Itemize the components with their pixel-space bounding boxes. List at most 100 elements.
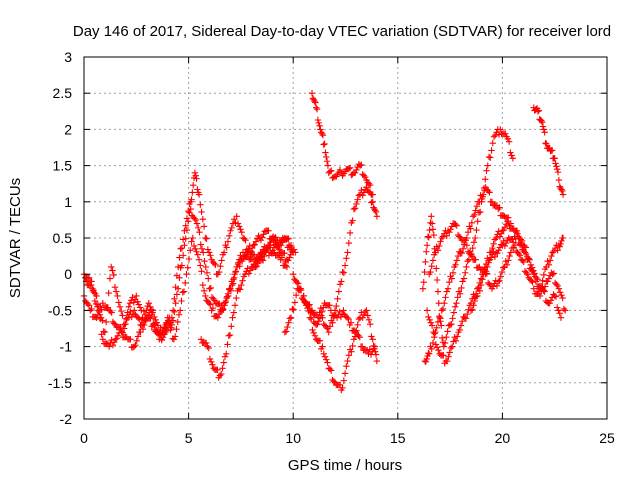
data-point bbox=[330, 378, 337, 385]
data-point bbox=[538, 283, 545, 290]
data-point bbox=[283, 263, 291, 271]
data-point bbox=[148, 306, 155, 313]
data-point bbox=[351, 205, 359, 212]
data-point bbox=[505, 220, 512, 227]
data-point bbox=[197, 201, 204, 208]
data-point bbox=[211, 297, 218, 304]
data-point bbox=[538, 117, 545, 124]
data-point bbox=[427, 319, 435, 326]
data-point bbox=[441, 299, 448, 307]
data-point bbox=[109, 341, 117, 349]
data-point bbox=[438, 334, 446, 342]
data-point bbox=[99, 336, 107, 343]
data-point bbox=[118, 307, 125, 315]
data-point bbox=[300, 296, 307, 303]
data-point bbox=[355, 332, 362, 339]
data-point bbox=[516, 252, 524, 259]
data-point bbox=[452, 261, 459, 268]
data-point bbox=[496, 277, 503, 284]
data-point bbox=[343, 255, 350, 262]
data-point bbox=[151, 313, 158, 321]
data-point bbox=[249, 263, 256, 271]
data-point bbox=[202, 263, 209, 271]
data-point bbox=[462, 236, 469, 244]
data-point bbox=[350, 205, 358, 213]
data-point bbox=[545, 275, 553, 282]
data-point bbox=[508, 244, 516, 252]
x-tick-label: 0 bbox=[80, 430, 88, 446]
data-point bbox=[198, 245, 206, 253]
data-point bbox=[295, 280, 302, 287]
data-point bbox=[487, 154, 494, 161]
y-tick-label: -2 bbox=[60, 411, 73, 427]
data-point bbox=[202, 292, 209, 300]
data-point bbox=[238, 229, 245, 236]
data-point bbox=[448, 320, 455, 328]
data-point bbox=[206, 355, 214, 363]
data-point bbox=[358, 161, 365, 169]
data-point bbox=[95, 307, 102, 314]
data-point bbox=[116, 303, 124, 310]
data-point bbox=[493, 282, 501, 289]
data-point bbox=[220, 359, 227, 366]
data-point bbox=[323, 153, 330, 161]
data-point bbox=[353, 200, 360, 208]
data-point bbox=[320, 350, 327, 358]
data-point bbox=[241, 235, 248, 242]
data-point bbox=[422, 258, 429, 266]
data-point bbox=[340, 377, 348, 384]
data-point bbox=[201, 257, 208, 265]
data-point bbox=[356, 162, 364, 169]
data-point bbox=[87, 281, 95, 289]
data-point bbox=[359, 192, 366, 199]
data-point bbox=[313, 321, 320, 329]
data-point bbox=[251, 241, 258, 248]
data-point bbox=[96, 311, 104, 318]
data-point bbox=[558, 291, 565, 299]
data-point bbox=[491, 236, 499, 243]
data-point bbox=[151, 321, 159, 329]
data-point bbox=[191, 215, 198, 222]
data-point bbox=[347, 319, 355, 326]
data-point bbox=[477, 208, 484, 216]
data-point bbox=[187, 205, 194, 213]
data-point bbox=[250, 242, 257, 249]
y-tick-label: 2 bbox=[64, 121, 72, 137]
data-point bbox=[115, 299, 122, 306]
data-point bbox=[469, 306, 476, 313]
data-point bbox=[423, 248, 430, 255]
data-point bbox=[339, 268, 346, 276]
data-point bbox=[258, 253, 265, 261]
data-point bbox=[525, 255, 532, 263]
data-point bbox=[516, 241, 524, 248]
data-point bbox=[486, 281, 493, 288]
data-point bbox=[471, 211, 478, 219]
data-point bbox=[442, 294, 449, 301]
data-point bbox=[259, 257, 267, 264]
data-point bbox=[495, 247, 502, 254]
data-point bbox=[425, 350, 433, 358]
data-point bbox=[502, 239, 510, 247]
data-point bbox=[247, 247, 255, 255]
data-point bbox=[501, 223, 509, 231]
data-point bbox=[204, 246, 212, 253]
data-point bbox=[367, 351, 375, 358]
data-point bbox=[314, 320, 321, 328]
data-point bbox=[168, 324, 175, 331]
data-point bbox=[198, 268, 205, 275]
data-point bbox=[486, 189, 493, 196]
data-point bbox=[183, 226, 191, 234]
data-point bbox=[283, 236, 290, 243]
data-point bbox=[199, 215, 207, 223]
data-point bbox=[428, 345, 435, 352]
data-point bbox=[483, 167, 490, 174]
data-point bbox=[85, 274, 93, 282]
x-tick-label: 5 bbox=[185, 430, 193, 446]
data-point bbox=[110, 339, 118, 346]
data-point bbox=[433, 324, 440, 331]
data-point bbox=[539, 123, 547, 130]
data-point bbox=[472, 293, 480, 300]
data-point bbox=[189, 189, 196, 196]
data-point bbox=[492, 234, 500, 242]
